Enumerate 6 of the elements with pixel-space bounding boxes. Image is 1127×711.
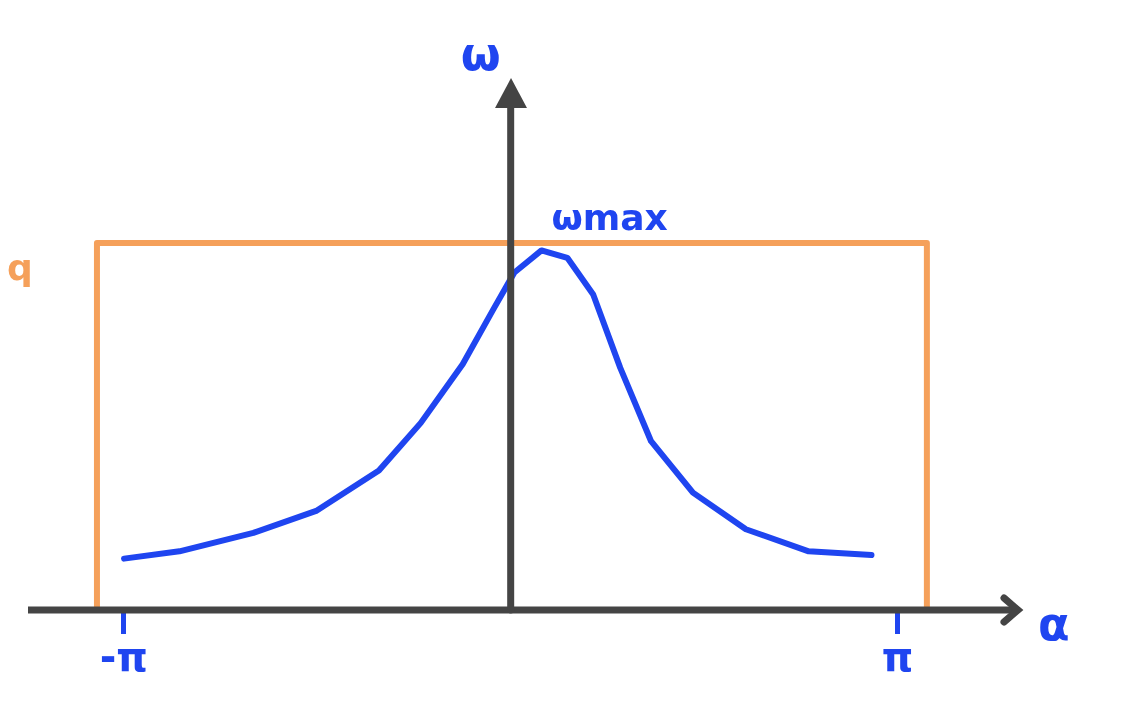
annotation: ωmax [551,196,668,238]
x-axis-title: α [1038,596,1070,651]
y-axis-title: ω [460,26,501,81]
x-tick-label: -π [99,634,148,681]
annotation: q [7,247,33,289]
x-tick-label: π [881,634,914,681]
